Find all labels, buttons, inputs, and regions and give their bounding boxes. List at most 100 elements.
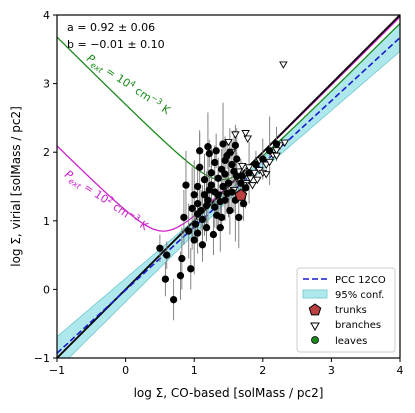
leaf-point: [224, 179, 233, 187]
leaf-point: [198, 241, 207, 249]
y-tick-label: −1: [34, 352, 50, 365]
leaf-point: [161, 275, 170, 283]
leaf-point: [185, 227, 193, 235]
x-tick-label: 1: [191, 364, 198, 377]
leaf-point: [190, 191, 198, 199]
x-tick-label: −1: [49, 364, 65, 377]
x-tick-label: 2: [259, 364, 266, 377]
leaf-point: [188, 204, 196, 213]
legend-swatch-trunks: [308, 303, 322, 316]
leaf-point: [235, 213, 243, 222]
leaf-point: [178, 254, 186, 263]
leaf-point: [207, 181, 216, 189]
leaf-point: [193, 199, 202, 208]
branch-point: [241, 130, 250, 138]
leaf-point: [169, 296, 178, 304]
leaf-point: [237, 179, 245, 187]
leaf-point: [190, 236, 198, 244]
leaf-point: [163, 251, 171, 259]
leaf-point: [200, 191, 209, 199]
leaf-point: [231, 141, 240, 149]
leaf-point: [219, 140, 227, 148]
leaf-point: [245, 169, 253, 177]
leaf-point: [182, 181, 190, 189]
x-axis-label: log Σ, CO-based [solMass / pc2]: [134, 386, 324, 400]
leaf-point: [216, 197, 224, 206]
x-tick-label: 3: [328, 364, 335, 377]
branch-point: [261, 171, 271, 179]
branch-point: [248, 182, 257, 190]
leaf-point: [233, 155, 241, 163]
branch-point: [272, 147, 281, 155]
leaf-point: [221, 156, 229, 165]
leaf-point: [223, 189, 231, 198]
leaf-point: [211, 203, 219, 211]
leaf-point: [217, 213, 226, 222]
leaf-point: [266, 147, 274, 155]
branch-point: [250, 169, 259, 178]
leaf-point: [205, 149, 213, 158]
leaf-point: [226, 148, 234, 156]
label-sup1: 2: [106, 195, 115, 205]
axis-ticks: −1 0 1 2 3 4 −1 0 1 2 3 4: [34, 9, 404, 377]
leaf-point: [202, 202, 211, 210]
branch-point: [265, 158, 274, 167]
leaf-point: [176, 272, 185, 280]
legend-swatch-leaves: [311, 336, 319, 344]
leaf-point: [226, 206, 234, 215]
x-tick-label: 0: [122, 364, 129, 377]
leaf-point: [187, 265, 195, 273]
leaf-point: [193, 182, 202, 191]
branch-point: [243, 135, 252, 143]
leaf-point: [228, 160, 236, 169]
legend-label-band: 95% conf.: [335, 290, 384, 301]
pressure-label-low: Pext = 102 cm−3 K: [61, 167, 151, 235]
branch-point: [261, 161, 271, 169]
leaf-point: [259, 155, 267, 163]
leaf-point: [193, 229, 202, 237]
y-tick-label: 4: [43, 9, 50, 22]
leaf-point: [216, 224, 224, 232]
leaf-point: [156, 244, 164, 252]
leaf-point: [230, 167, 238, 176]
branch-point: [224, 138, 233, 147]
leaf-point: [196, 147, 204, 155]
legend-swatch-band: [302, 289, 328, 299]
leaf-point: [191, 220, 200, 228]
y-tick-label: 3: [43, 78, 50, 91]
y-axis-label: log Σ, virial [solMass / pc2]: [9, 106, 23, 267]
leaf-point: [198, 215, 207, 224]
trunk-point: [234, 188, 248, 201]
leaf-point: [209, 230, 218, 239]
leaf-point: [214, 174, 222, 182]
x-tick-label: 4: [397, 364, 404, 377]
leaf-point: [196, 163, 204, 171]
legend-label-fit: PCC 12CO: [335, 275, 386, 286]
fit-text-slope: a = 0.92 ± 0.06: [67, 21, 155, 34]
branch-point: [237, 162, 247, 171]
legend-swatch-branches: [310, 322, 320, 332]
y-tick-label: 0: [43, 283, 50, 296]
leaf-point: [221, 170, 229, 178]
leaf-point: [219, 182, 227, 191]
leaf-point: [200, 175, 209, 184]
y-tick-label: 2: [43, 146, 50, 159]
legend-label-branches: branches: [335, 320, 381, 331]
plot-frame: [56, 14, 401, 359]
branch-point: [231, 131, 240, 139]
leaf-point: [202, 224, 211, 232]
label-sup1: 4: [128, 79, 137, 89]
leaf-point: [241, 184, 250, 192]
legend-box: [296, 267, 396, 353]
branch-point: [253, 176, 262, 185]
branch-point: [272, 152, 281, 161]
legend-label-trunks: trunks: [335, 305, 367, 316]
legend: PCC 12CO 95% conf. trunks branches leave…: [296, 267, 396, 353]
leaf-point: [180, 213, 188, 222]
fit-line: [57, 37, 400, 354]
leaf-point: [207, 169, 216, 177]
legend-label-leaves: leaves: [335, 336, 367, 347]
leaf-point: [193, 210, 202, 218]
leaf-point: [212, 147, 220, 155]
